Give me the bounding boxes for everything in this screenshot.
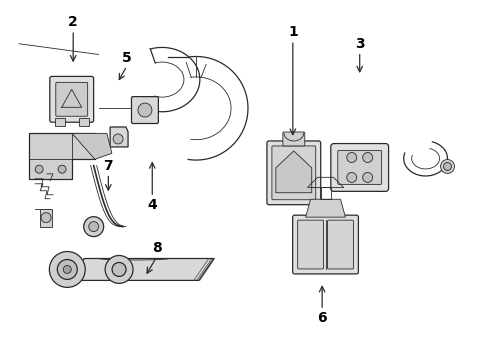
Circle shape xyxy=(35,165,43,173)
Text: 3: 3 xyxy=(355,37,365,51)
Text: 6: 6 xyxy=(318,311,327,325)
Circle shape xyxy=(363,172,373,183)
FancyBboxPatch shape xyxy=(338,150,382,184)
FancyBboxPatch shape xyxy=(267,141,321,205)
Bar xyxy=(55,118,65,126)
FancyBboxPatch shape xyxy=(50,76,94,122)
Text: 7: 7 xyxy=(103,159,113,173)
Polygon shape xyxy=(69,258,214,280)
Circle shape xyxy=(363,153,373,162)
Circle shape xyxy=(49,252,85,287)
FancyBboxPatch shape xyxy=(272,146,316,200)
Polygon shape xyxy=(29,134,95,179)
Circle shape xyxy=(441,159,455,174)
Circle shape xyxy=(41,213,51,222)
FancyBboxPatch shape xyxy=(283,132,305,146)
FancyBboxPatch shape xyxy=(297,220,323,269)
Text: 2: 2 xyxy=(68,15,78,29)
Circle shape xyxy=(347,153,357,162)
FancyBboxPatch shape xyxy=(293,215,358,274)
Text: 5: 5 xyxy=(122,51,132,65)
Polygon shape xyxy=(110,127,128,147)
FancyBboxPatch shape xyxy=(131,96,158,123)
Circle shape xyxy=(112,262,126,276)
Circle shape xyxy=(89,222,98,231)
FancyBboxPatch shape xyxy=(56,82,88,116)
Text: 1: 1 xyxy=(288,25,298,39)
Polygon shape xyxy=(306,199,345,217)
Circle shape xyxy=(347,172,357,183)
Polygon shape xyxy=(276,151,312,193)
Text: 8: 8 xyxy=(152,241,162,255)
Text: 4: 4 xyxy=(147,198,157,212)
Circle shape xyxy=(443,162,451,170)
Circle shape xyxy=(58,165,66,173)
Bar xyxy=(79,118,89,126)
FancyBboxPatch shape xyxy=(331,144,389,192)
Circle shape xyxy=(63,265,71,274)
Circle shape xyxy=(138,103,152,117)
Circle shape xyxy=(113,134,123,144)
Circle shape xyxy=(105,256,133,283)
Circle shape xyxy=(57,260,77,279)
FancyBboxPatch shape xyxy=(327,220,353,269)
Bar xyxy=(40,209,52,226)
Circle shape xyxy=(84,217,104,237)
Polygon shape xyxy=(72,134,112,159)
